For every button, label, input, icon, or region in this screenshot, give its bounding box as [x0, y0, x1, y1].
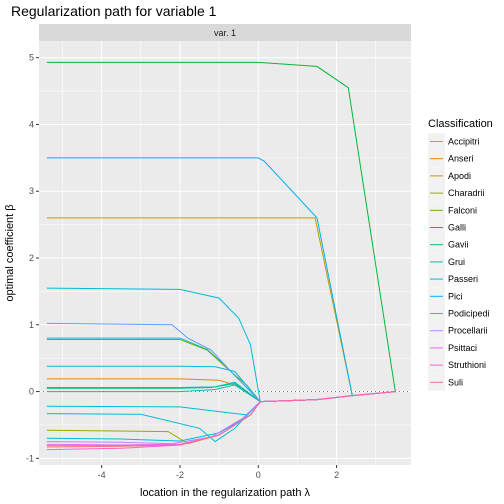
y-tick-label: -1 — [26, 453, 34, 463]
legend-label-falconi: Falconi — [448, 205, 477, 215]
legend: Accipitri Anseri Apodi Charadrii Falconi Gall… — [428, 133, 490, 391]
legend-label-procellarii: Procellarii — [448, 326, 488, 336]
series-line-galli — [46, 61, 396, 392]
x-tick-label: -2 — [176, 470, 184, 480]
series-line-suli — [46, 391, 396, 447]
grid — [39, 41, 411, 465]
y-tick-label: 2 — [29, 253, 34, 263]
y-axis-ticks: -1 0 1 2 3 4 5 — [26, 53, 39, 463]
legend-label-psittaci: Psittaci — [448, 343, 477, 353]
facet-strip — [39, 24, 411, 41]
legend-label-podicipedi: Podicipedi — [448, 309, 490, 319]
legend-label-struthioni: Struthioni — [448, 360, 486, 370]
legend-label-charadrii: Charadrii — [448, 188, 485, 198]
facet-label: var. 1 — [214, 28, 236, 38]
legend-label-gavii: Gavii — [448, 240, 469, 250]
legend-label-galli: Galli — [448, 223, 466, 233]
series-lines — [46, 61, 396, 451]
x-axis-ticks: -4 -2 0 2 — [98, 465, 339, 480]
legend-label-pici: Pici — [448, 291, 463, 301]
legend-label-suli: Suli — [448, 377, 463, 387]
y-tick-label: 4 — [29, 119, 34, 129]
chart-title: Regularization path for variable 1 — [11, 3, 217, 19]
x-tick-label: -4 — [98, 470, 106, 480]
legend-label-anseri: Anseri — [448, 154, 474, 164]
x-tick-label: 0 — [256, 470, 261, 480]
y-tick-label: 5 — [29, 53, 34, 63]
legend-label-grui: Grui — [448, 257, 465, 267]
y-tick-label: 1 — [29, 320, 34, 330]
legend-label-apodi: Apodi — [448, 171, 471, 181]
x-axis-title: location in the regularization path λ — [140, 487, 310, 499]
x-tick-label: 2 — [334, 470, 339, 480]
legend-label-passeri: Passeri — [448, 274, 478, 284]
plot-panel — [39, 41, 411, 465]
y-tick-label: 3 — [29, 186, 34, 196]
legend-title: Classification — [428, 118, 493, 130]
legend-label-accipitri: Accipitri — [448, 137, 480, 147]
y-tick-label: 0 — [29, 387, 34, 397]
y-axis-title: optimal coefficient β — [4, 204, 16, 301]
